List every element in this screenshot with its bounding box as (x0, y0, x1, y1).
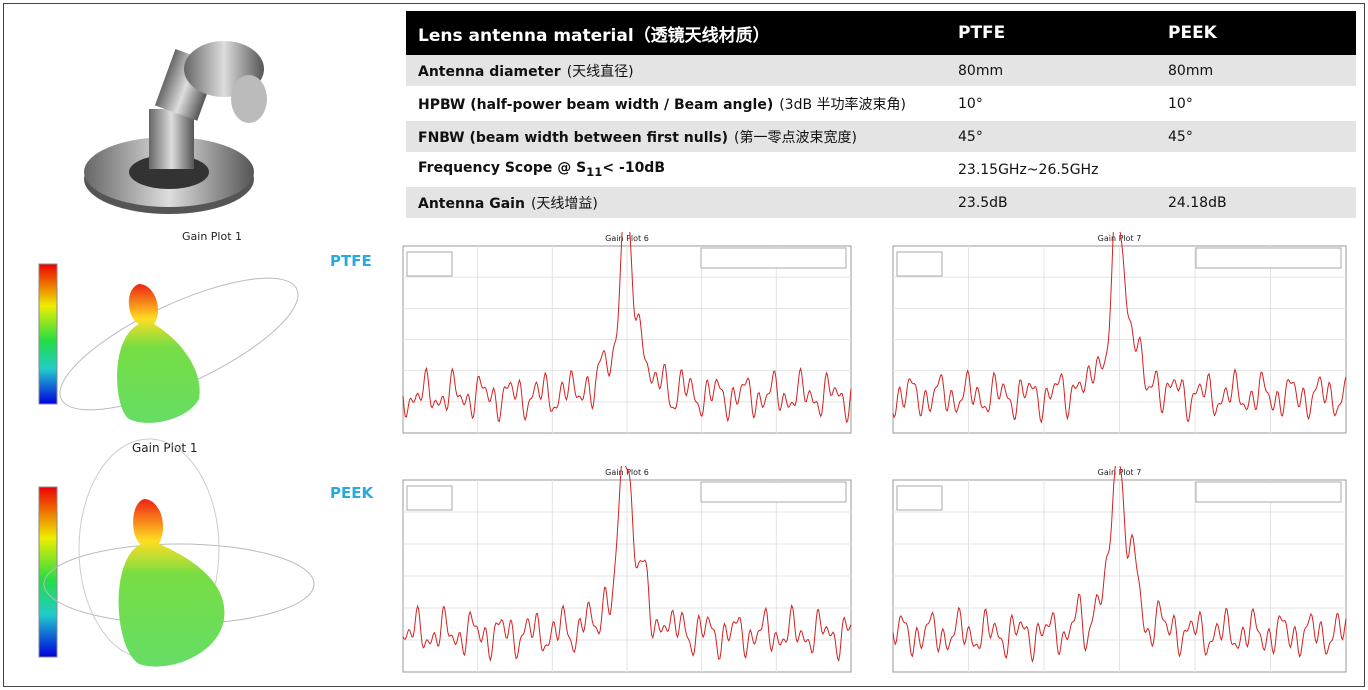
plot: Gain Plot 7 (892, 458, 1347, 673)
header-cell: PTFE (946, 11, 1156, 55)
marker-box (406, 485, 453, 511)
subscript: 11 (586, 164, 603, 179)
plot-label: Gain Plot 1 (182, 230, 243, 243)
material-label: PTFE (330, 252, 372, 270)
cell: HPBW (half-power beam width / Beam angle… (406, 87, 946, 121)
plot: Gain Plot 7 (892, 202, 1347, 434)
plot-title: Gain Plot 7 (1098, 468, 1142, 477)
cell: 45° (946, 120, 1156, 154)
header-cell: Lens antenna material（透镜天线材质） (406, 11, 946, 55)
plot-title: Gain Plot 7 (1098, 234, 1142, 243)
note: (3dB 半功率波束角) (779, 96, 906, 113)
row: Frequency Scope @ S11< -10dB 23.15GHz~26… (406, 153, 1356, 187)
marker-box (896, 251, 943, 277)
label: FNBW (beam width between first nulls) (418, 129, 729, 146)
cell: 24.18dB (1156, 186, 1356, 220)
label: HPBW (half-power beam width / Beam angle… (418, 96, 774, 113)
note: (天线增益) (530, 195, 598, 212)
gain-curve (402, 457, 852, 663)
row: Antenna Gain (天线增益) 23.5dB 24.18dB (406, 186, 1356, 220)
cell: 10° (946, 87, 1156, 121)
legend-box (700, 247, 847, 269)
cell: 23.15GHz~26.5GHz (946, 153, 1356, 187)
gain-panel: Gain Plot 6 (381, 205, 861, 447)
row: HPBW (half-power beam width / Beam angle… (406, 87, 1356, 121)
radiation-3d (38, 263, 315, 667)
sensor-image (84, 41, 267, 214)
label: Antenna Gain (418, 195, 525, 212)
header-row: Lens antenna material（透镜天线材质） PTFE PEEK (406, 11, 1356, 55)
note: (第一零点波束宽度) (734, 129, 857, 146)
cell: 80mm (946, 55, 1156, 88)
cell: 45° (1156, 120, 1356, 154)
note: (天线直径) (566, 63, 634, 80)
marker-box (896, 485, 943, 511)
marker-box (406, 251, 453, 277)
row: Antenna diameter (天线直径) 80mm 80mm (406, 55, 1356, 88)
cell: 10° (1156, 87, 1356, 121)
spec-table: Lens antenna material（透镜天线材质） PTFE PEEK … (406, 11, 1356, 220)
cell: Antenna Gain (天线增益) (406, 186, 946, 220)
header-cell: PEEK (1156, 11, 1356, 55)
row: FNBW (beam width between first nulls) (第一… (406, 120, 1356, 154)
gain-panel: Gain Plot 6 (381, 457, 861, 686)
plot-title: Gain Plot 6 (605, 234, 649, 243)
plot: Gain Plot 6 (402, 457, 852, 673)
legend-box (1195, 481, 1342, 503)
label: Antenna diameter (418, 63, 561, 80)
cell: Antenna diameter (天线直径) (406, 55, 946, 88)
cell: 23.5dB (946, 186, 1156, 220)
gain-panel: Gain Plot 7 (871, 458, 1356, 686)
plot: Gain Plot 6 (402, 205, 852, 434)
label: < -10dB (602, 160, 665, 177)
legend-box (700, 481, 847, 503)
cell: 80mm (1156, 55, 1356, 88)
cell: FNBW (beam width between first nulls) (第一… (406, 120, 946, 154)
page: Lens antenna material（透镜天线材质） PTFE PEEK … (3, 3, 1365, 687)
gain-panel: Gain Plot 7 (871, 202, 1356, 447)
label: Frequency Scope @ S (418, 160, 587, 177)
cell: Frequency Scope @ S11< -10dB (406, 153, 946, 187)
legend-box (1195, 247, 1342, 269)
plot-title: Gain Plot 6 (605, 468, 649, 477)
material-label: PEEK (330, 484, 374, 502)
